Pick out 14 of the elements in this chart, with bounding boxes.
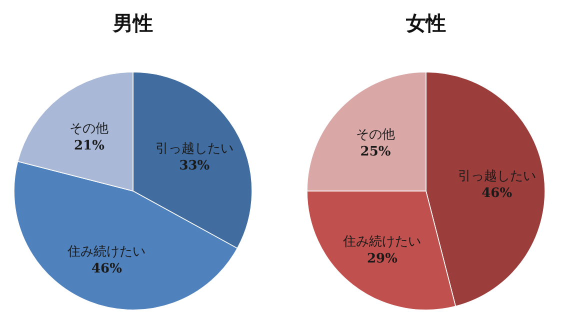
chart-title: 女性 <box>405 11 446 35</box>
data-label: 46% <box>482 186 513 202</box>
slice-label: 引っ越したい <box>155 142 234 157</box>
slice-label: 引っ越したい <box>458 169 536 184</box>
data-label: 25% <box>360 144 392 160</box>
data-label: 33% <box>179 158 210 174</box>
slice-label: その他 <box>356 128 396 143</box>
slice-label: 住み続けたい <box>342 234 422 250</box>
chart-title: 男性 <box>112 11 153 35</box>
data-label: 29% <box>367 251 398 266</box>
data-label: 46% <box>91 261 123 276</box>
data-label: 21% <box>74 138 106 154</box>
slice-label: 住み続けたい <box>66 244 146 260</box>
slice-label: その他 <box>70 122 109 137</box>
